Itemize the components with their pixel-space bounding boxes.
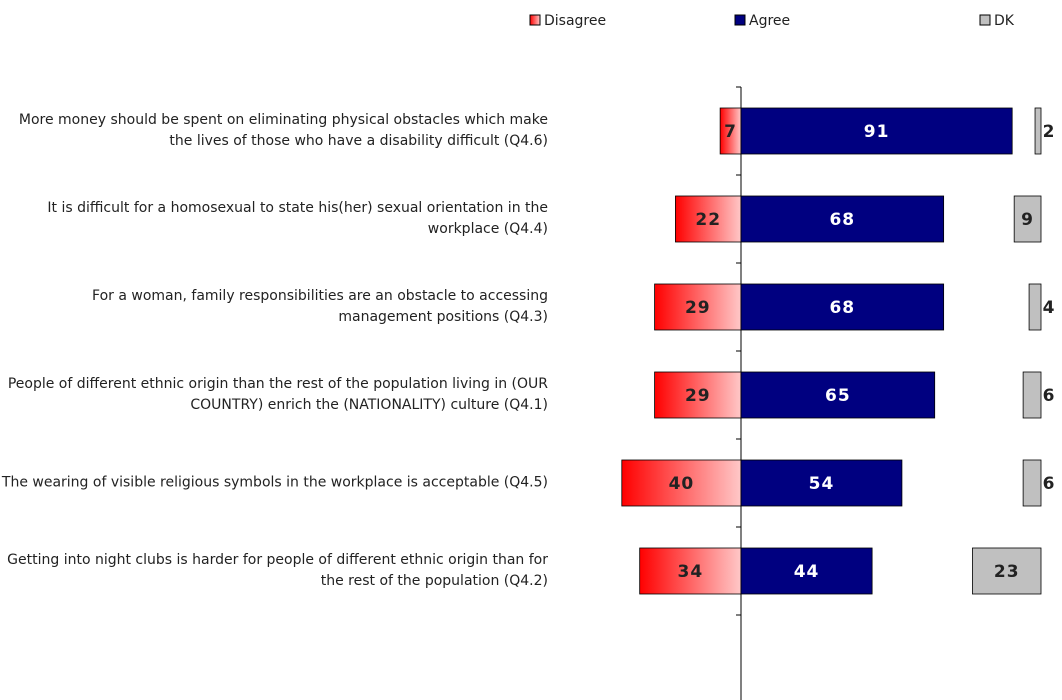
category-label: People of different ethnic origin than t…	[7, 376, 548, 413]
bar-label: 2	[1043, 122, 1056, 142]
bar-dk	[1034, 107, 1042, 155]
bar-disagree	[621, 459, 742, 507]
bar-disagree	[654, 371, 742, 419]
legend-label: Disagree	[544, 13, 606, 29]
bar-agree	[740, 195, 945, 243]
bar-label: 65	[825, 386, 851, 406]
bar-dk	[972, 547, 1042, 595]
bar-label: 7	[724, 122, 737, 142]
bar-label: 9	[1021, 210, 1034, 230]
bar-label: 44	[794, 562, 820, 582]
category-label: More money should be spent on eliminatin…	[18, 112, 548, 149]
bar-agree	[740, 547, 873, 595]
category-label: It is difficult for a homosexual to stat…	[47, 200, 548, 237]
legend-swatch	[734, 14, 746, 26]
category-label: The wearing of visible religious symbols…	[1, 474, 548, 491]
bar-label: 91	[864, 122, 890, 142]
bar-label: 4	[1043, 298, 1056, 318]
legend-label: Agree	[749, 13, 790, 29]
bar-label: 22	[695, 210, 721, 230]
bar-label: 6	[1043, 474, 1056, 494]
bar-dk	[1022, 459, 1042, 507]
bar-agree	[740, 283, 945, 331]
bar-dk	[1013, 195, 1042, 243]
bar-disagree	[639, 547, 742, 595]
bar-label: 29	[685, 386, 711, 406]
bar-label: 23	[994, 562, 1020, 582]
bar-label: 6	[1043, 386, 1056, 406]
bar-agree	[740, 459, 903, 507]
bar-agree	[740, 107, 1013, 155]
legend-label: DK	[994, 13, 1015, 29]
legend-swatch	[979, 14, 991, 26]
bar-disagree	[675, 195, 742, 243]
category-label: Getting into night clubs is harder for p…	[7, 552, 548, 589]
bar-disagree	[654, 283, 742, 331]
category-label: For a woman, family responsibilities are…	[92, 288, 548, 325]
bar-label: 68	[829, 210, 855, 230]
bar-label: 68	[829, 298, 855, 318]
bar-dk	[1028, 283, 1042, 331]
bar-label: 34	[678, 562, 704, 582]
bar-label: 54	[809, 474, 835, 494]
bar-label: 29	[685, 298, 711, 318]
bar-agree	[740, 371, 936, 419]
bar-dk	[1022, 371, 1042, 419]
bar-label: 40	[669, 474, 695, 494]
legend-swatch	[529, 14, 541, 26]
